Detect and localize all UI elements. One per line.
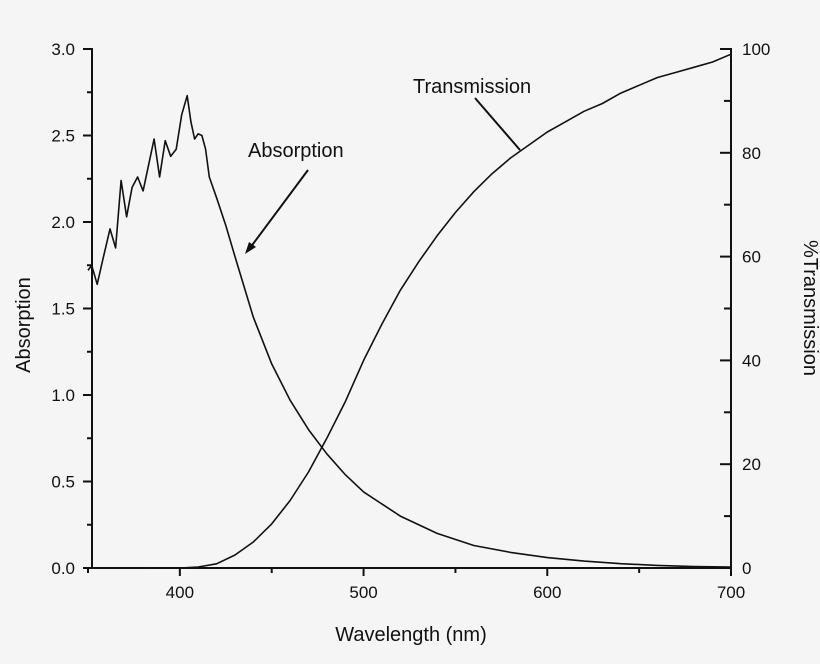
- y-tick-label: 1.0: [51, 386, 75, 405]
- y-tick-label: 0.5: [51, 473, 75, 492]
- absorption-annotation: Absorption: [245, 140, 344, 254]
- absorption-arrow-icon: [249, 169, 309, 249]
- y-tick-label: 1.5: [51, 300, 75, 319]
- y2-tick-label: 80: [742, 144, 761, 163]
- y-tick-label: 3.0: [51, 40, 75, 59]
- y-tick-label: 2.0: [51, 213, 75, 232]
- transmission-arrow-icon: [474, 97, 521, 151]
- y2-tick-label: 0: [742, 559, 751, 578]
- y2-tick-label: 100: [742, 40, 770, 59]
- y-tick-label: 2.5: [51, 127, 75, 146]
- absorption-arrowhead-icon: [245, 242, 256, 254]
- y2-tick-label: 40: [742, 351, 761, 370]
- x-ticks: 400 500 600 700: [87, 568, 745, 602]
- x-tick-label: 600: [533, 583, 561, 602]
- left-y-axis-title: Absorption: [13, 277, 35, 373]
- x-tick-label: 700: [717, 583, 745, 602]
- x-tick-label: 500: [349, 583, 377, 602]
- left-y-ticks: 0.0 0.5 1.0 1.5 2.0 2.5 3.0: [51, 40, 92, 578]
- transmission-annotation-label: Transmission: [413, 76, 531, 98]
- y2-tick-label: 20: [742, 455, 761, 474]
- absorption-annotation-label: Absorption: [248, 140, 344, 162]
- y-tick-label: 0.0: [51, 559, 75, 578]
- right-y-ticks: 0 20 40 60 80 100: [720, 40, 770, 578]
- transmission-series-line: [148, 53, 732, 569]
- x-axis-title: Wavelength (nm): [335, 624, 487, 646]
- y2-tick-label: 60: [742, 248, 761, 267]
- axes: 400 500 600 700 0.0 0.5 1.0 1.5 2.0 2.5 3.0 0 20 40…: [51, 40, 770, 602]
- transmission-annotation: Transmission: [413, 76, 531, 151]
- x-tick-label: 400: [166, 583, 194, 602]
- absorption-series-line: [87, 94, 732, 568]
- right-y-axis-title: %Transmission: [799, 240, 820, 376]
